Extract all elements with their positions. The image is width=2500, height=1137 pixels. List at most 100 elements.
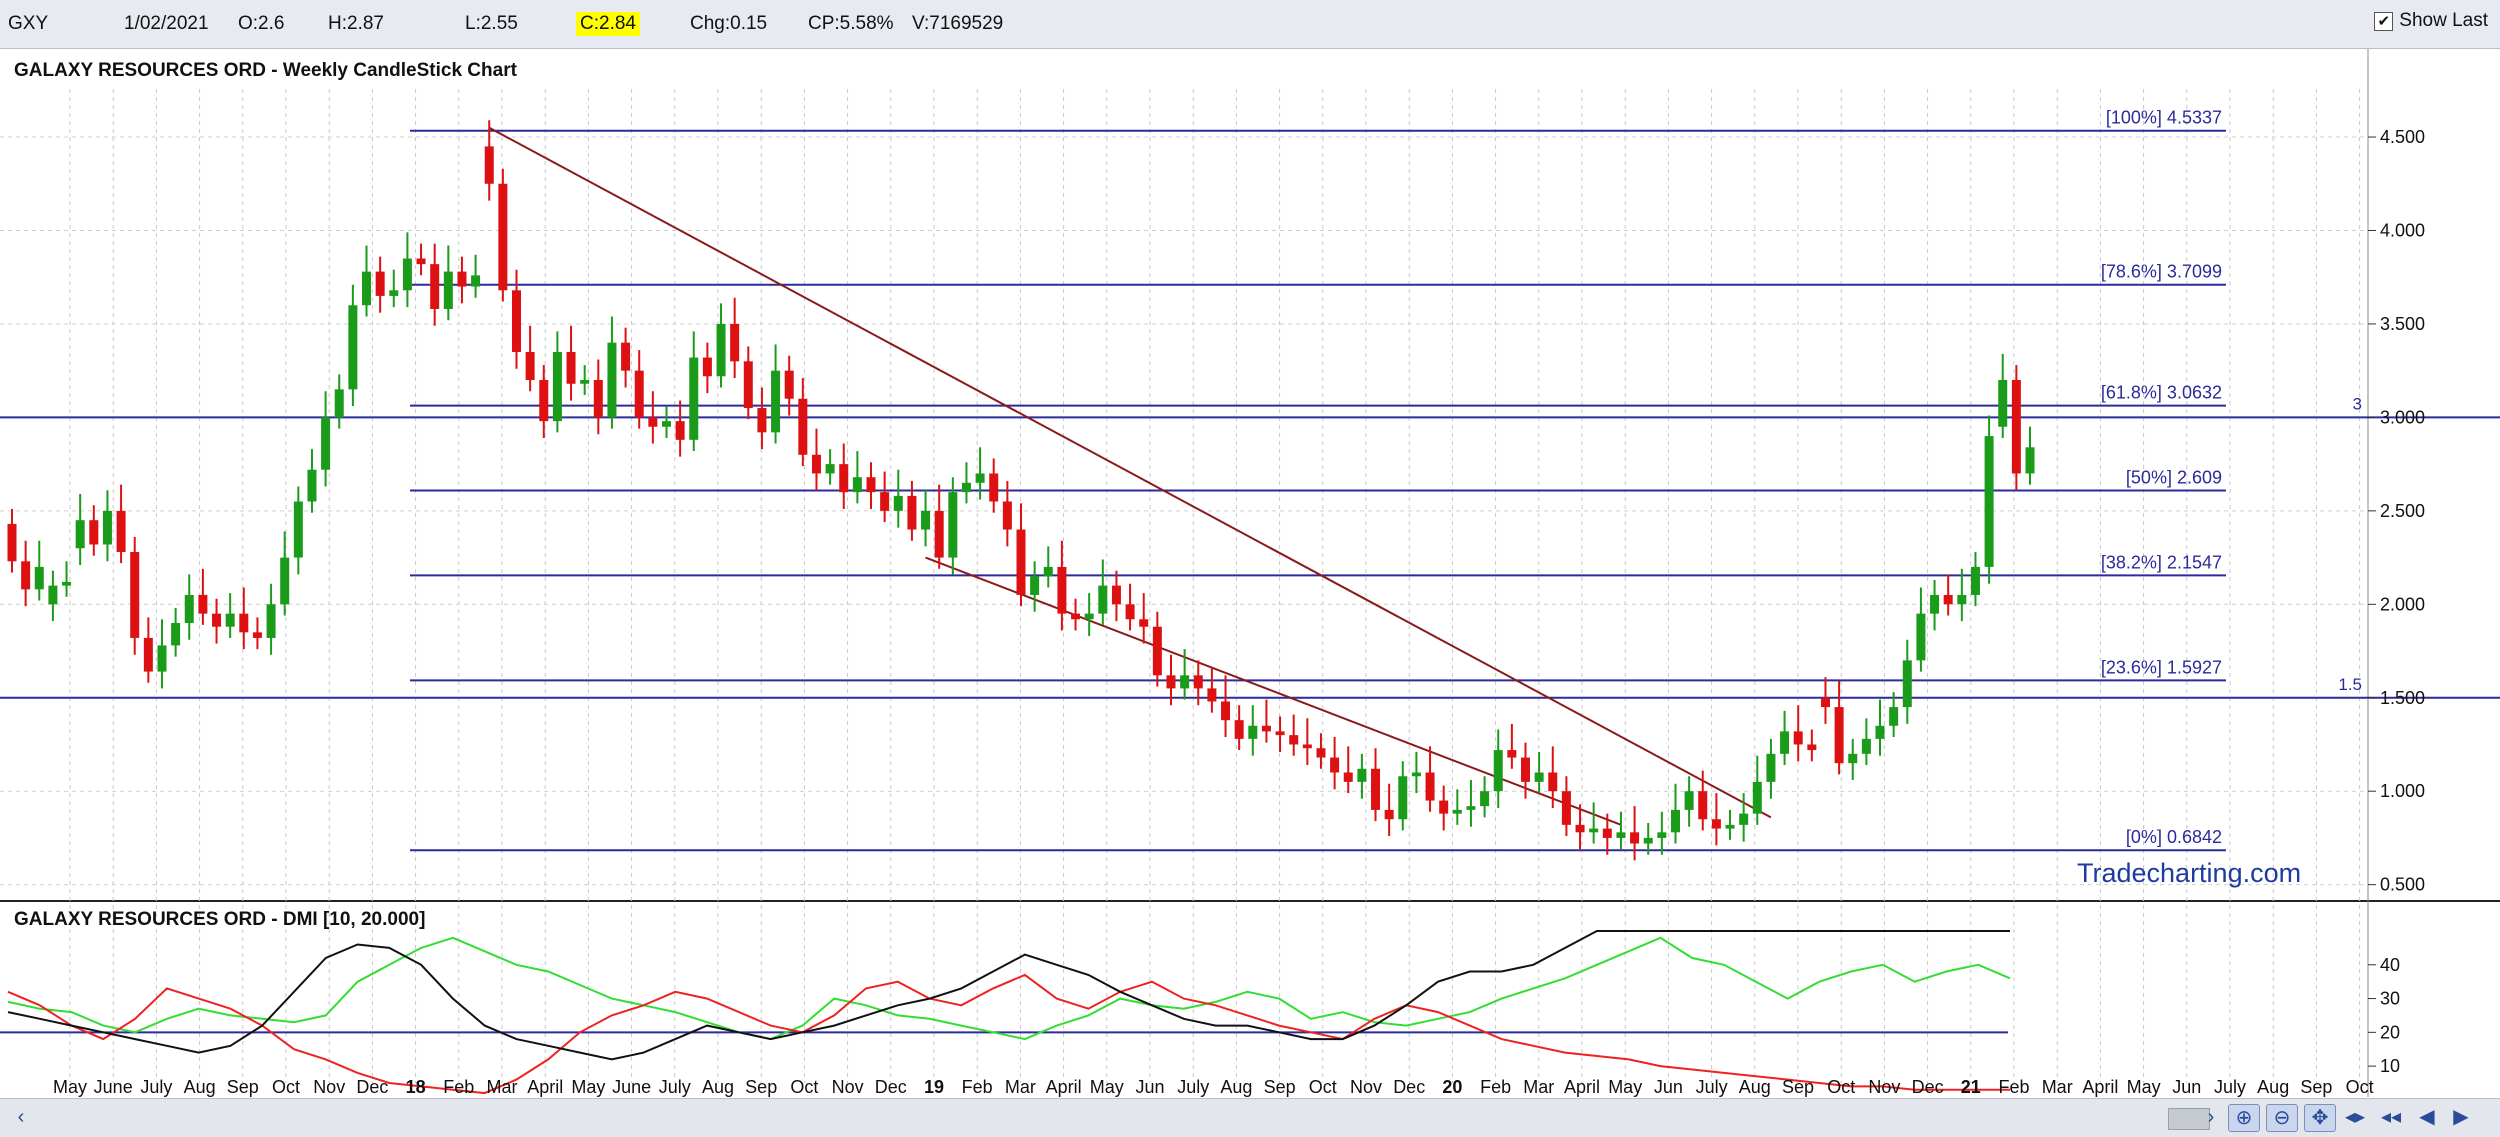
fib-level-label: [61.8%] 3.0632 <box>2101 383 2222 403</box>
candle-body <box>1807 744 1817 751</box>
fib-level-label: [23.6%] 1.5927 <box>2101 657 2222 677</box>
candle-body <box>1425 772 1435 801</box>
scroll-left-icon[interactable]: ‹ <box>17 1106 25 1128</box>
candle-body <box>607 342 617 418</box>
zoom-in-icon[interactable]: ⊕ <box>2228 1104 2260 1132</box>
x-tick-label: Aug <box>1220 1077 1252 1097</box>
candle-body <box>675 421 685 440</box>
expand-icon[interactable]: ◂◂ <box>2380 1106 2402 1128</box>
fib-level-label: [100%] 4.5337 <box>2106 108 2222 128</box>
candle-body <box>1343 772 1353 782</box>
symbol-label: GXY <box>8 13 49 34</box>
candle-body <box>1180 675 1190 689</box>
x-tick-label: July <box>659 1077 691 1097</box>
candle-body <box>1848 753 1858 764</box>
scroll-right-icon[interactable]: › <box>2207 1106 2215 1128</box>
candle-body <box>266 604 276 638</box>
x-tick-label: Feb <box>1998 1077 2029 1097</box>
candle-body <box>921 510 931 530</box>
x-tick-label: Sep <box>227 1077 259 1097</box>
candle-body <box>907 495 917 530</box>
candle-body <box>75 520 85 549</box>
candle-body <box>1139 619 1149 627</box>
candle-body <box>198 594 208 614</box>
candle-body <box>7 523 17 562</box>
x-tick-label: June <box>612 1077 651 1097</box>
page-left-icon[interactable]: ◀ <box>2419 1106 2435 1128</box>
x-tick-label: April <box>2082 1077 2118 1097</box>
candle-body <box>457 271 467 287</box>
candle-body <box>634 370 644 418</box>
x-tick-label: July <box>2214 1077 2246 1097</box>
scroll-thumb[interactable] <box>2168 1108 2210 1130</box>
candle-body <box>321 417 331 470</box>
candle-body <box>1930 594 1940 614</box>
zoom-out-icon[interactable]: ⊖ <box>2266 1104 2298 1132</box>
candle-body <box>1916 613 1926 661</box>
show-last-checkbox[interactable]: ✔ <box>2374 11 2394 31</box>
price-chart-title: GALAXY RESOURCES ORD - Weekly CandleStic… <box>14 60 518 81</box>
x-tick-label: May <box>2127 1077 2161 1097</box>
candle-body <box>212 613 222 627</box>
candle-body <box>157 645 167 672</box>
candle-body <box>1166 675 1176 689</box>
fib-level-label: [0%] 0.6842 <box>2126 827 2222 847</box>
candle-body <box>1275 731 1285 736</box>
x-tick-label: June <box>94 1077 133 1097</box>
dmi-y-tick-label: 30 <box>2380 989 2400 1009</box>
candle-body <box>552 351 562 422</box>
candle-body <box>893 495 903 511</box>
watermark: Tradecharting.com <box>2077 858 2301 888</box>
candle-body <box>1221 701 1231 721</box>
candle-body <box>961 482 971 493</box>
candle-body <box>130 551 140 638</box>
x-tick-label: Sep <box>2300 1077 2332 1097</box>
dmi-chart-title: GALAXY RESOURCES ORD - DMI [10, 20.000] <box>14 909 425 930</box>
candle-body <box>1725 824 1735 829</box>
show-last-toggle[interactable]: ✔ Show Last <box>2374 10 2488 32</box>
trend-line <box>488 126 1772 819</box>
candle-body <box>989 473 999 502</box>
y-tick-label: 4.000 <box>2380 220 2425 240</box>
candle-body <box>702 357 712 377</box>
y-tick-label: 4.500 <box>2380 127 2425 147</box>
candle-body <box>1261 725 1271 732</box>
candle-body <box>1902 660 1912 708</box>
candle-body <box>648 417 658 427</box>
high-label: H:2.87 <box>328 13 384 34</box>
x-tick-label: Oct <box>790 1077 818 1097</box>
candle-body <box>2025 447 2035 474</box>
scroll-bar[interactable]: ‹ › ⊕ ⊖ ✥ ◂▸ ◂◂ ◀ ▶ <box>0 1098 2500 1137</box>
volume-label: V:7169529 <box>912 13 1004 34</box>
candle-body <box>852 477 862 493</box>
candle-body <box>1002 501 1012 530</box>
candle-body <box>1875 725 1885 739</box>
candle-body <box>771 370 781 433</box>
fib-level-label: [50%] 2.609 <box>2126 467 2222 487</box>
candle-body <box>416 258 426 265</box>
candle-body <box>1521 757 1530 782</box>
shrink-icon[interactable]: ◂▸ <box>2344 1106 2366 1128</box>
x-tick-label: Feb <box>443 1077 474 1097</box>
candle-body <box>1834 707 1844 764</box>
candle-body <box>866 477 876 493</box>
candle-body <box>89 520 99 545</box>
page-right-icon[interactable]: ▶ <box>2453 1106 2469 1128</box>
candle-body <box>1602 828 1612 838</box>
open-label: O:2.6 <box>238 13 285 34</box>
dmi-series-line <box>7 936 2011 1041</box>
x-tick-label: April <box>1046 1077 1082 1097</box>
candle-body <box>1411 772 1421 777</box>
candle-body <box>402 258 412 291</box>
horizontal-level-label: 3 <box>2353 394 2362 413</box>
candle-body <box>1057 566 1067 614</box>
x-tick-label: Aug <box>702 1077 734 1097</box>
chart-tools-icon[interactable]: ✥ <box>2304 1104 2336 1132</box>
x-tick-label: July <box>1696 1077 1728 1097</box>
candle-body <box>1970 566 1980 595</box>
y-tick-label: 1.500 <box>2380 688 2425 708</box>
dmi-series-line <box>7 973 2010 1095</box>
candle-body <box>430 264 440 309</box>
x-tick-label: 21 <box>1961 1077 1981 1097</box>
candle-body <box>811 454 821 474</box>
